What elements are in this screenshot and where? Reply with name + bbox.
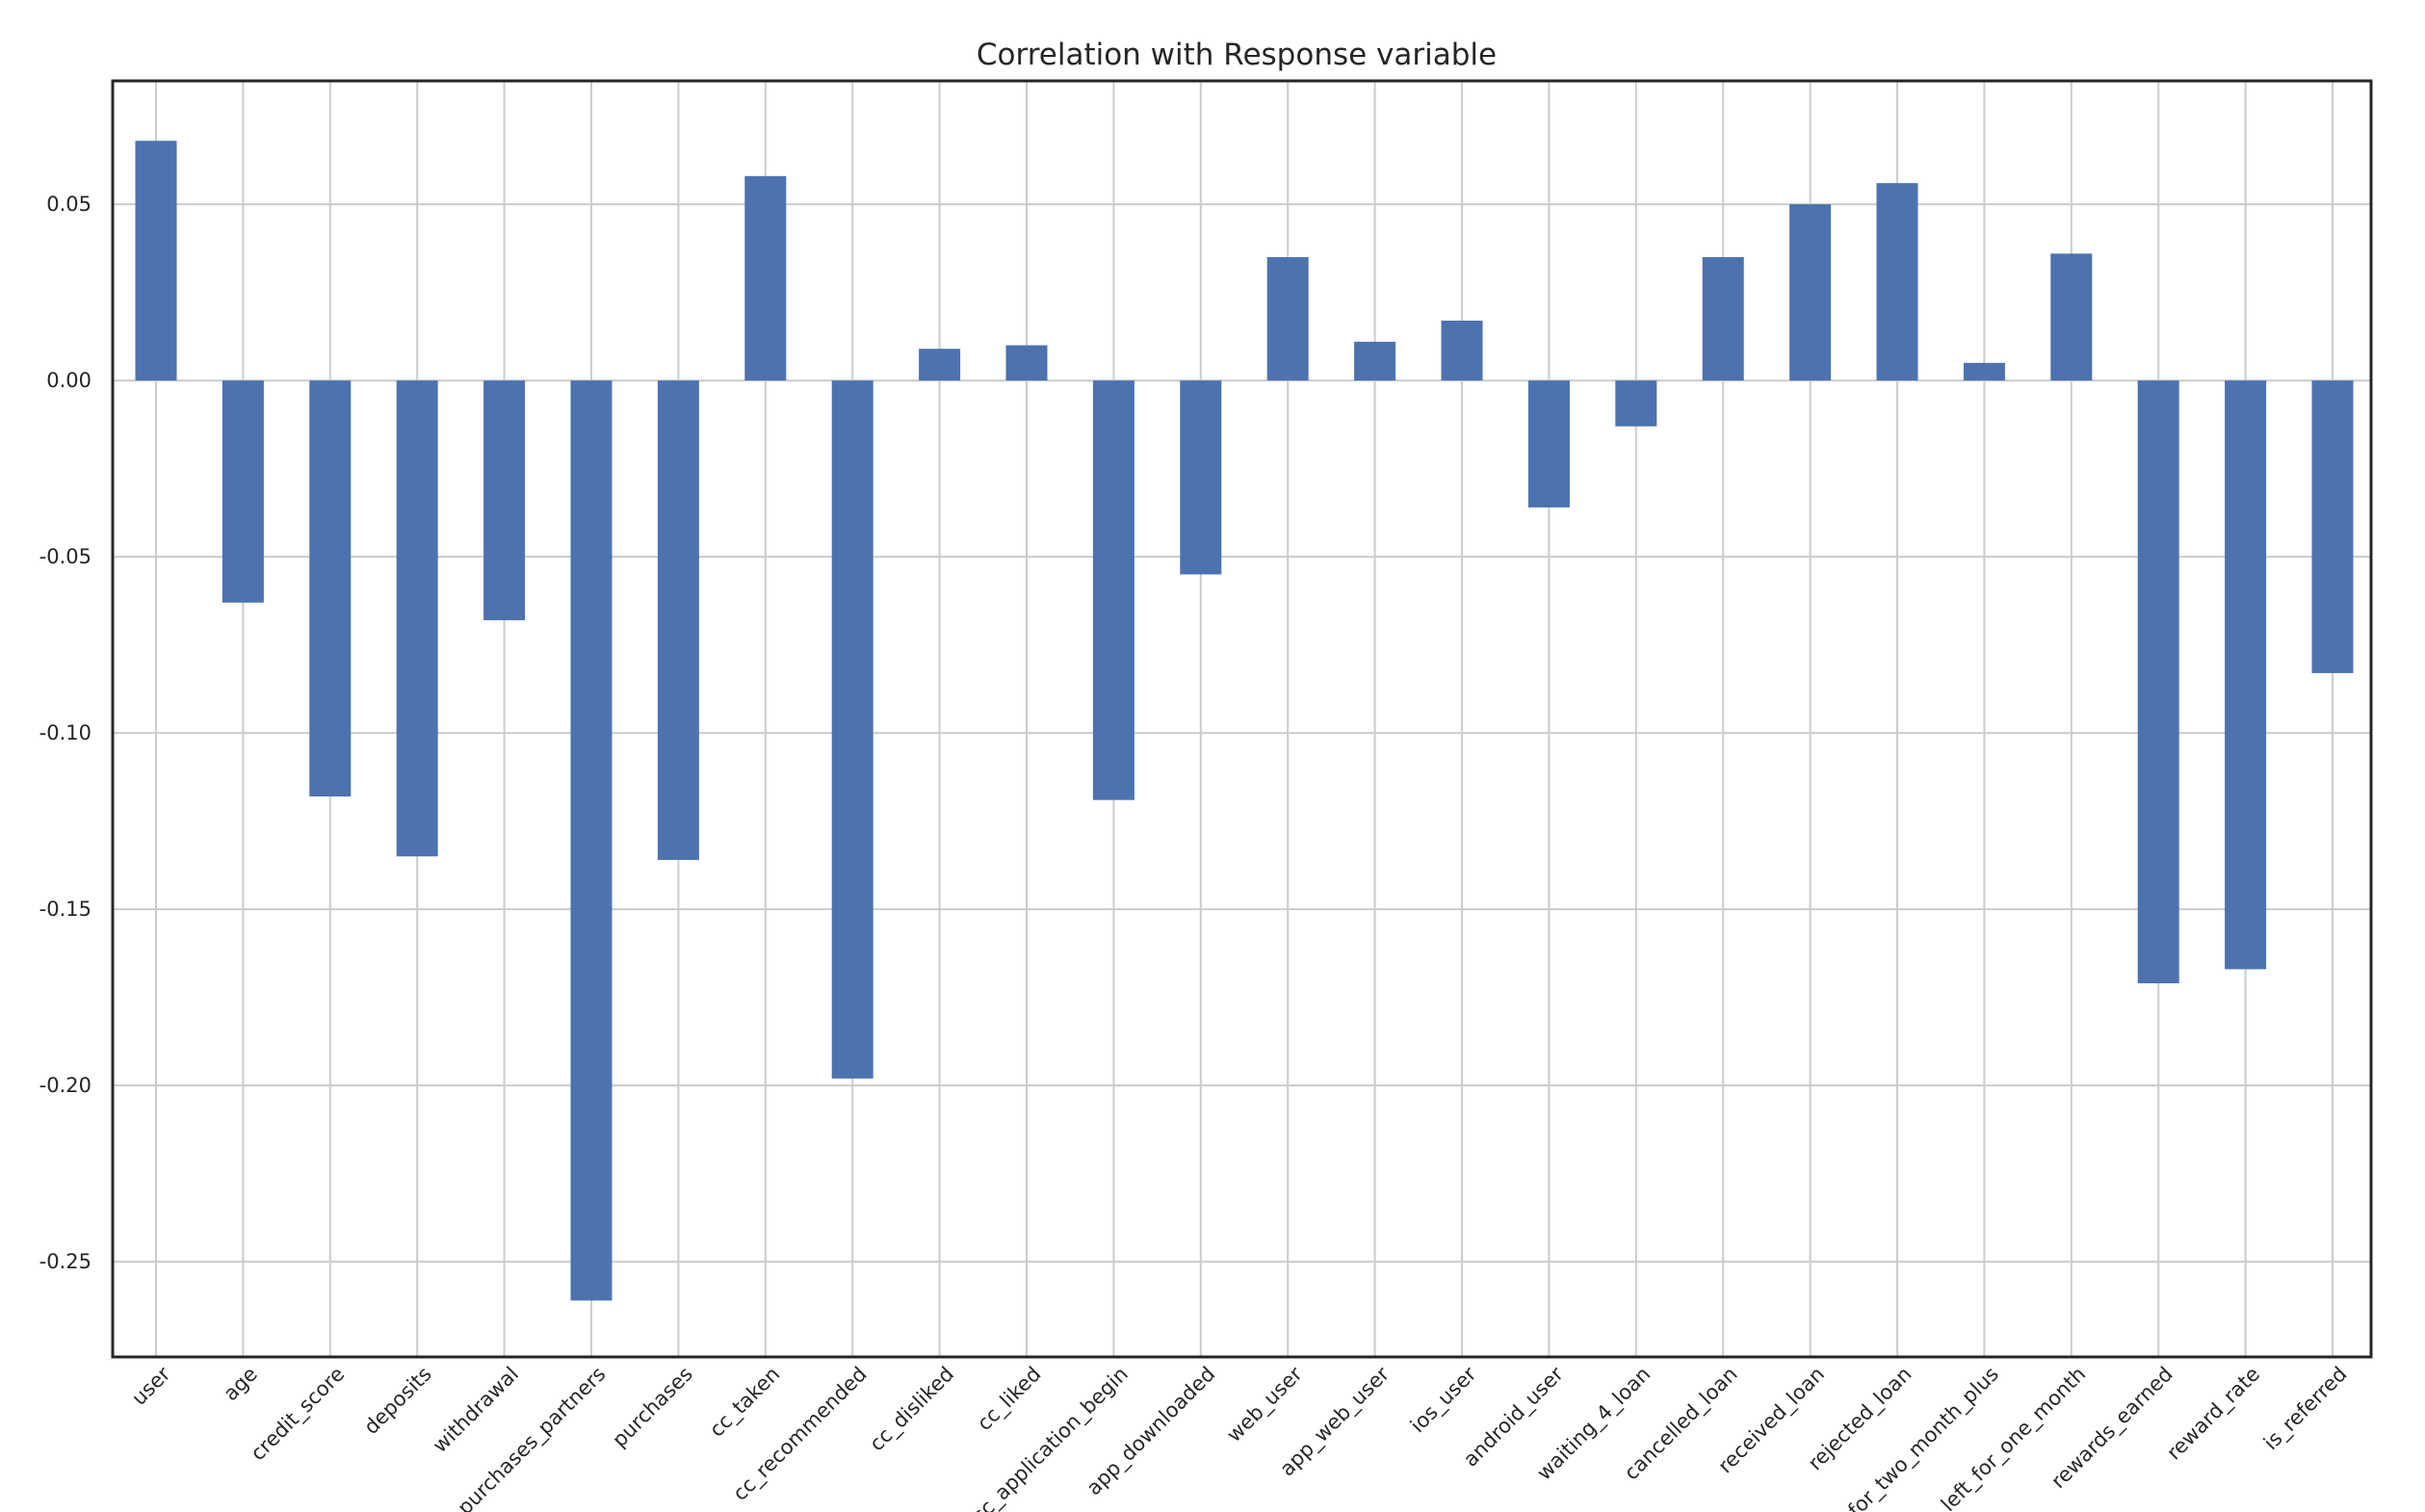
x-tick-label: user [127,1362,175,1410]
bar-age [222,380,264,603]
x-tick-label: left_for_one_month [1937,1363,2091,1512]
bar-reward-rate [2225,380,2267,970]
y-tick-label: 0.00 [46,369,91,392]
bar-user [135,141,177,381]
bar-credit-score [309,380,352,797]
y-tick-label: -0.25 [39,1250,91,1273]
x-tick-label: age [219,1363,262,1406]
bar-rewards-earned [2137,380,2179,984]
bar-cc-taken [744,175,787,381]
x-tick-label: is_referred [2259,1363,2352,1455]
bar-cc-recommended [831,380,874,1079]
y-tick-label: -0.10 [39,721,91,744]
y-tick-label: -0.20 [39,1074,91,1097]
y-tick-label: -0.05 [39,545,91,568]
bars [135,141,2354,1301]
bar-cancelled-loan [1702,257,1744,381]
y-axis-ticks: 0.05 0.00 -0.05 -0.10 -0.15 -0.20 -0.25 [39,193,91,1273]
plot-frame [111,79,2373,1359]
x-tick-label: credit_score [247,1363,350,1466]
x-tick-label: purchases [608,1363,697,1452]
x-tick-label: web_user [1222,1362,1307,1447]
x-tick-label: cc_taken [705,1363,785,1443]
x-tick-label: cc_liked [973,1363,1046,1436]
bar-rejected-loan [1876,183,1918,381]
bar-purchases-partners [570,380,613,1301]
bar-web-user [1266,257,1309,381]
bar-app-web-user [1354,341,1396,381]
bar-purchases [657,380,699,860]
bar-android-user [1527,380,1570,508]
bar-deposits [396,380,438,857]
x-tick-label: ios_user [1406,1362,1482,1438]
x-tick-label: purchases_partners [453,1363,611,1512]
bar-cc-liked [1005,345,1048,381]
bar-for-two-month-plus [1963,362,2005,381]
x-tick-label: for_two_month_plus [1843,1363,2003,1512]
x-tick-label: cc_disliked [865,1363,959,1457]
bar-app-downloaded [1180,380,1222,575]
bar-left-for-one-month [2050,253,2093,381]
bar-waiting-4-loan [1615,380,1657,427]
y-tick-label: 0.05 [46,193,91,216]
bar-ios-user [1441,320,1483,381]
x-tick-label: reward_rate [2162,1363,2265,1466]
y-tick-label: -0.15 [39,898,91,921]
bar-withdrawal [483,380,526,621]
x-tick-label: deposits [359,1363,435,1439]
grid-lines [113,81,2371,1357]
bar-received-loan [1789,204,1832,381]
chart-title: Correlation with Response variable [977,38,1497,72]
x-tick-label: withdrawal [429,1363,523,1457]
bar-is-referred [2311,380,2354,673]
bar-cc-disliked [919,349,961,381]
bar-cc-application-begin [1092,380,1134,800]
